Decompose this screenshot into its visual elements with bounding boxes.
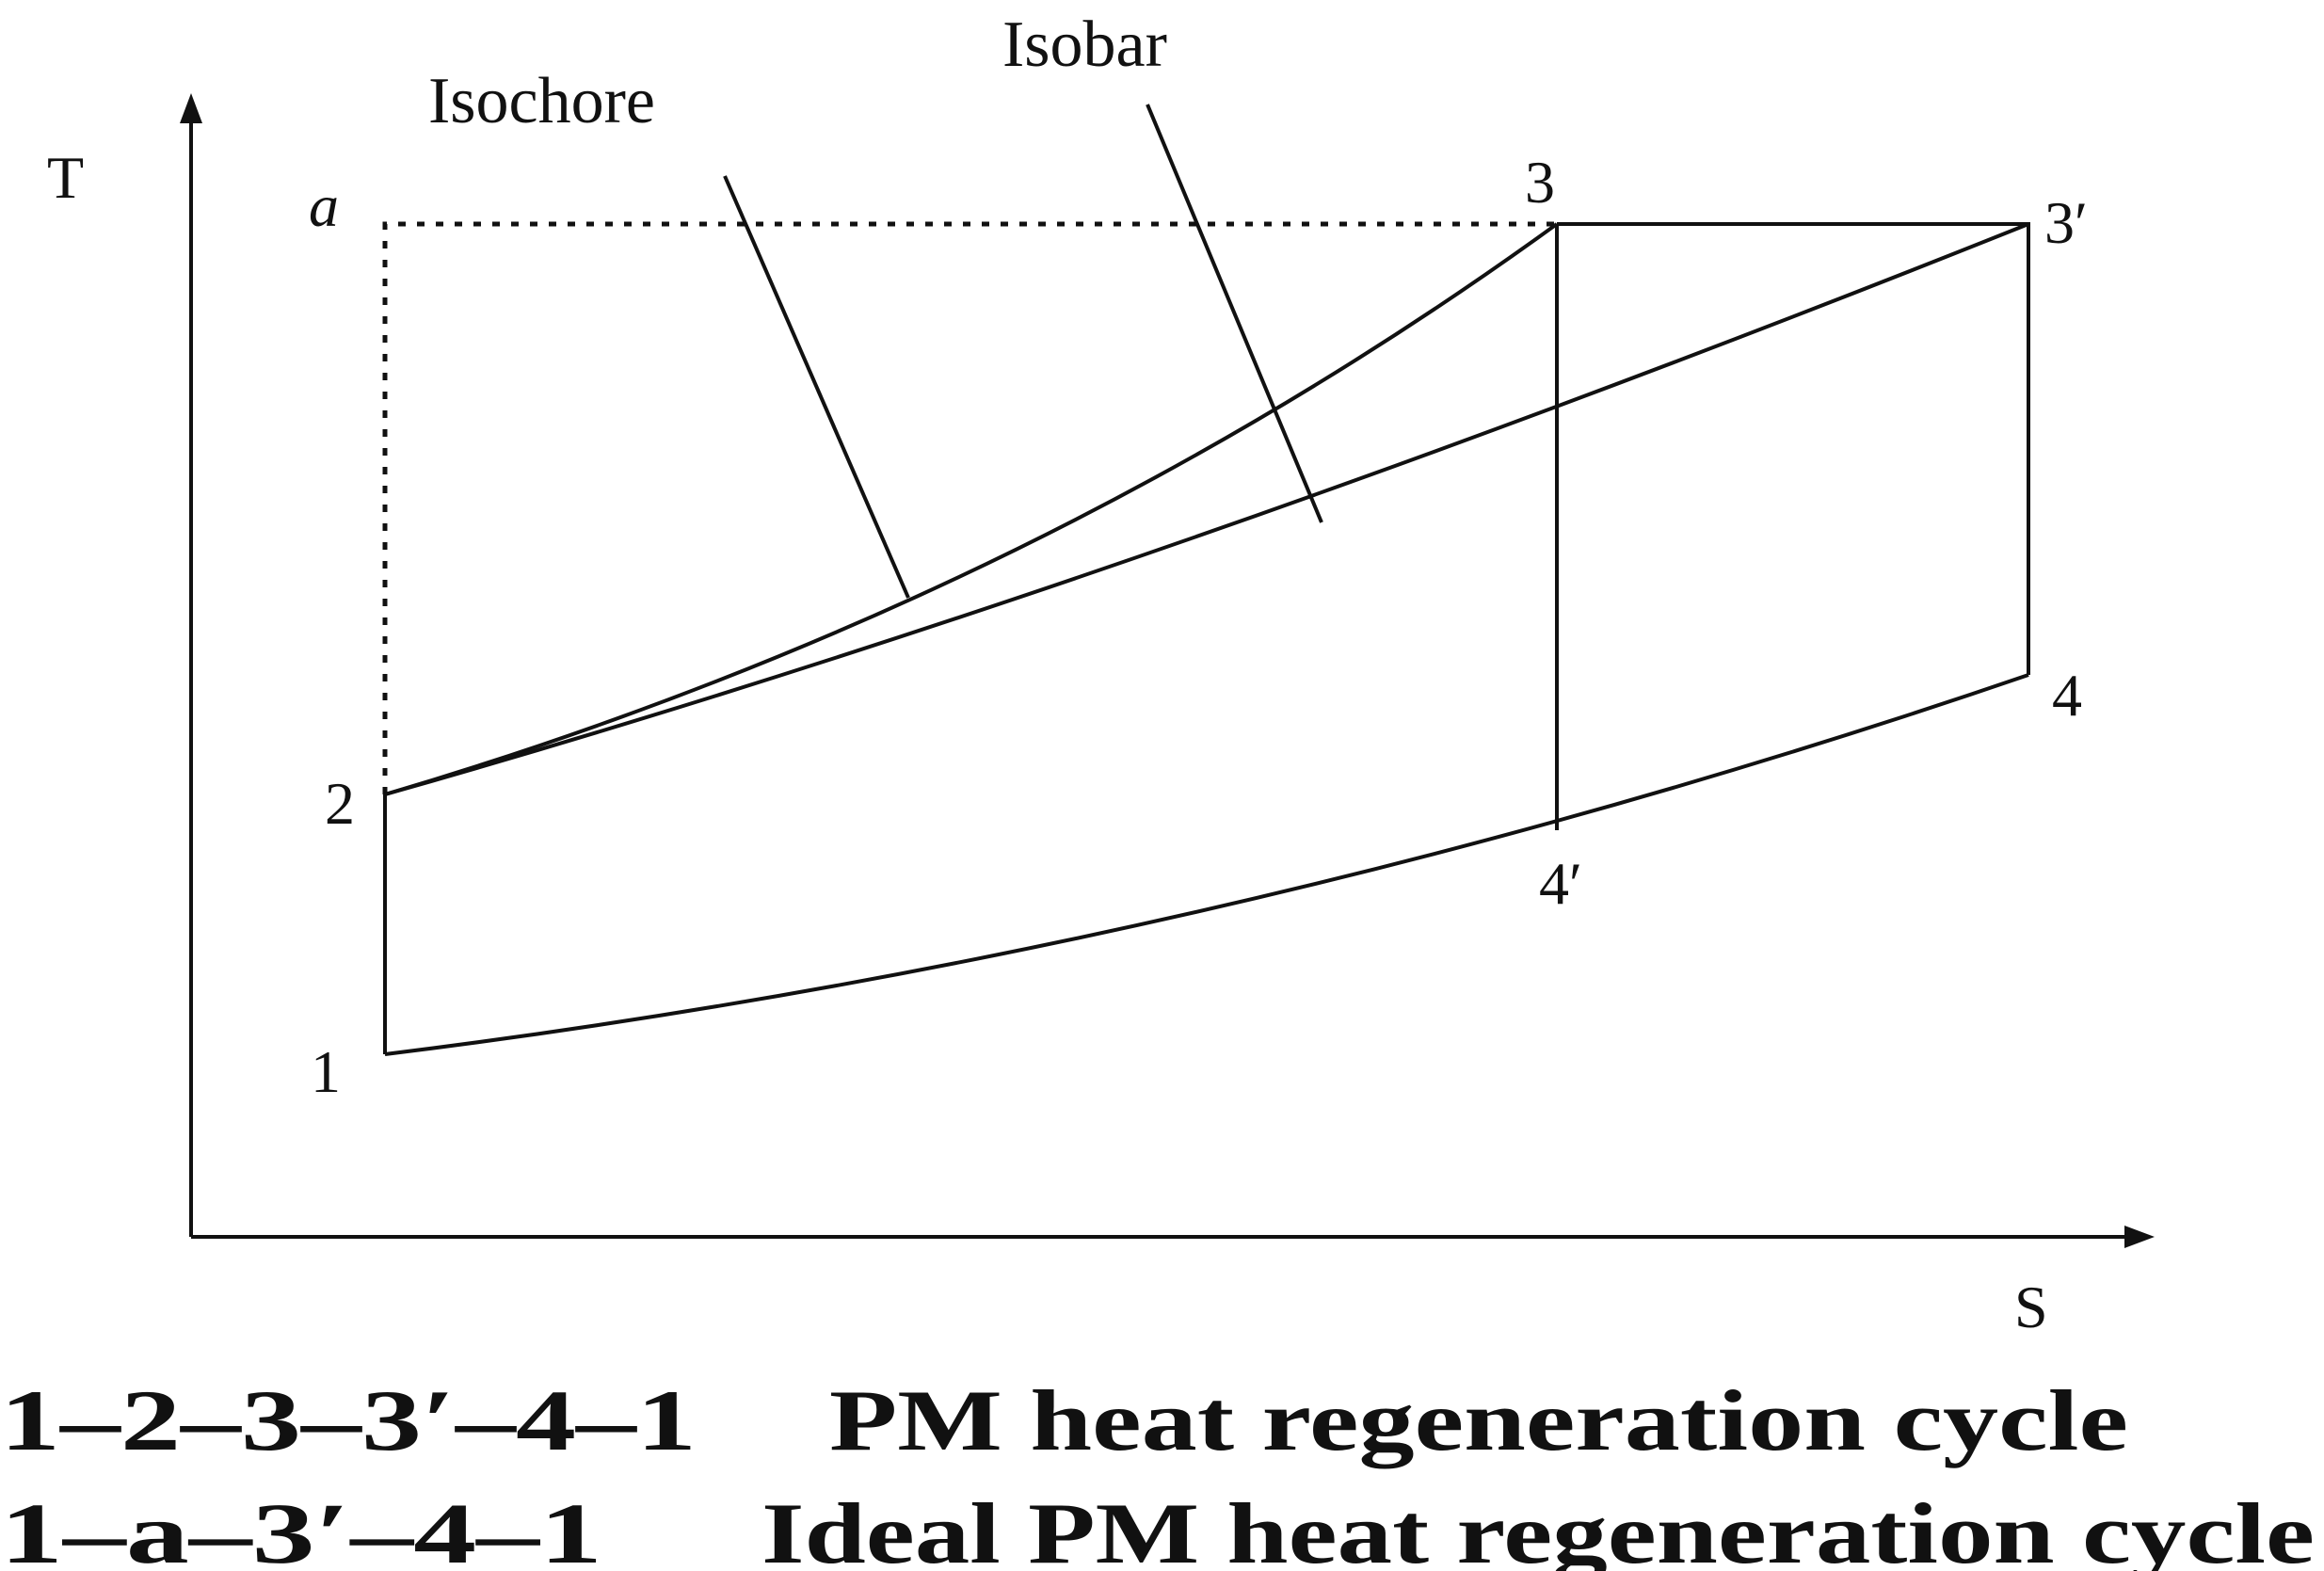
- y-axis-label: T: [47, 144, 84, 211]
- point-label: 1: [311, 1038, 341, 1105]
- legend-cycle: 1–2–3–3′–4–1: [0, 1372, 697, 1468]
- annotation: Isobar: [1002, 8, 1167, 81]
- point-label: 3′: [2044, 189, 2088, 256]
- legend-cycle: 1–a–3′–4–1: [0, 1485, 602, 1571]
- point-label: 4: [2052, 662, 2082, 729]
- isochore-curve: [384, 222, 1559, 796]
- heat-rejection-curve: [384, 673, 2029, 1056]
- legend-description: PM heat regeneration cycle: [829, 1372, 2128, 1468]
- leader-line: [723, 175, 910, 599]
- ideal-path: [382, 221, 1557, 794]
- point-label: 2: [325, 770, 355, 837]
- leader-line: [1146, 104, 1323, 523]
- x-axis-label: S: [2014, 1274, 2048, 1340]
- legend-description: Ideal PM heat regeneration cycle: [761, 1485, 2315, 1571]
- point-label: 3: [1525, 149, 1555, 216]
- expansion: [1557, 222, 2030, 675]
- annotation: Isochore: [428, 65, 655, 137]
- isobar-curve: [384, 222, 2029, 796]
- point-label: 4′: [1539, 850, 1582, 917]
- point-label: a: [309, 172, 339, 239]
